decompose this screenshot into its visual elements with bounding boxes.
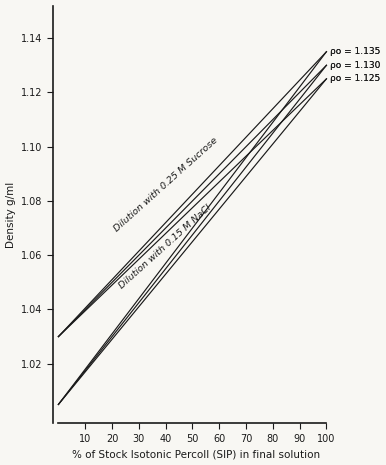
Text: Dilution with 0.15 M NaCl: Dilution with 0.15 M NaCl [117, 203, 213, 291]
Text: ρo = 1.130: ρo = 1.130 [330, 61, 381, 70]
X-axis label: % of Stock Isotonic Percoll (SIP) in final solution: % of Stock Isotonic Percoll (SIP) in fin… [73, 450, 320, 459]
Text: ρo = 1.125: ρo = 1.125 [330, 74, 381, 83]
Text: ρo = 1.125: ρo = 1.125 [330, 74, 381, 83]
Text: ρo = 1.135: ρo = 1.135 [330, 47, 381, 56]
Y-axis label: Density g/ml: Density g/ml [5, 181, 15, 248]
Text: Dilution with 0.25 M Sucrose: Dilution with 0.25 M Sucrose [112, 136, 219, 233]
Text: ρo = 1.135: ρo = 1.135 [330, 47, 381, 56]
Text: ρo = 1.130: ρo = 1.130 [330, 61, 381, 70]
